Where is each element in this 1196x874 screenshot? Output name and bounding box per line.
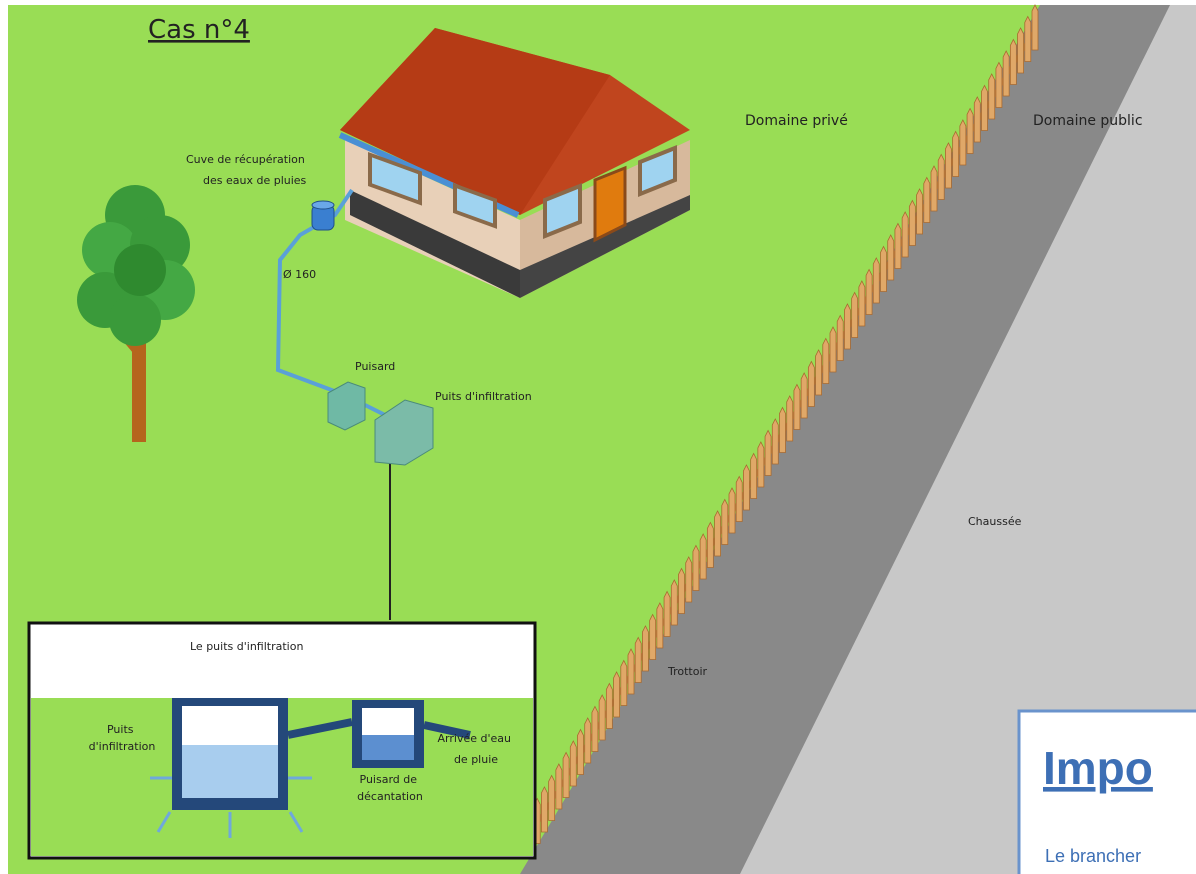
fence-picket (592, 707, 598, 752)
fence-picket (585, 718, 591, 763)
notice-heading: Impo (1043, 742, 1153, 794)
fence-picket (758, 442, 764, 487)
inset-well-line: Puits (107, 723, 134, 736)
fence-picket (635, 638, 641, 683)
fence-picket (679, 569, 685, 614)
fence-picket (953, 132, 959, 177)
fence-picket (787, 396, 793, 441)
fence-picket (1018, 28, 1024, 73)
tank-label-line: des eaux de pluies (203, 174, 307, 187)
fence-picket (823, 339, 829, 384)
fence-picket (743, 465, 749, 510)
fence-picket (578, 730, 584, 775)
fence-picket (664, 592, 670, 637)
pipe-label: Ø 160 (283, 268, 316, 281)
fence-picket (621, 661, 627, 706)
inset-sump-line: décantation (357, 790, 423, 803)
fence-picket (996, 63, 1002, 108)
fence-picket (570, 741, 576, 786)
fence-picket (938, 155, 944, 200)
fence-picket (866, 270, 872, 315)
notice-text: Le brancher (1045, 846, 1141, 866)
fence-picket (563, 753, 569, 798)
fence-picket (830, 327, 836, 372)
fence-picket (808, 362, 814, 407)
fence-picket (844, 304, 850, 349)
fence-picket (780, 408, 786, 453)
fence-picket (736, 477, 742, 522)
fence-picket (960, 120, 966, 165)
fence-picket (765, 431, 771, 476)
inset: Le puits d'infiltration Puits d'infiltra… (29, 623, 535, 858)
tank (312, 201, 334, 230)
inset-inlet-line: Arrivée d'eau (438, 732, 511, 745)
fence-picket (873, 258, 879, 303)
fence-picket (650, 615, 656, 660)
fence-picket (671, 580, 677, 625)
title: Cas n°4 (148, 15, 250, 45)
inset-title: Le puits d'infiltration (190, 640, 303, 653)
fence-picket (693, 546, 699, 591)
fence-picket (852, 293, 858, 338)
fence-picket (549, 776, 555, 821)
fence-picket (801, 373, 807, 418)
private-domain-label: Domaine privé (745, 113, 848, 129)
fence-picket (902, 212, 908, 257)
fence-picket (614, 672, 620, 717)
sump-label: Puisard (355, 360, 395, 373)
inset-well-line: d'infiltration (89, 740, 156, 753)
fence-picket (888, 235, 894, 280)
fence-picket (541, 787, 547, 832)
fence-picket (794, 385, 800, 430)
fence-picket (599, 695, 605, 740)
fence-picket (816, 350, 822, 395)
fence-picket (642, 626, 648, 671)
fence-picket (909, 201, 915, 246)
fence-picket (982, 86, 988, 131)
fence-picket (917, 189, 923, 234)
fence-picket (974, 97, 980, 142)
fence-picket (859, 281, 865, 326)
fence-picket (686, 557, 692, 602)
fence-picket (945, 143, 951, 188)
inset-inlet-line: de pluie (454, 753, 498, 766)
sidewalk-label: Trottoir (667, 665, 708, 678)
fence-picket (1025, 17, 1031, 62)
well-label: Puits d'infiltration (435, 390, 532, 403)
fence-picket (924, 178, 930, 223)
fence-picket (895, 224, 901, 269)
fence-picket (657, 603, 663, 648)
road-label: Chaussée (968, 515, 1022, 528)
fence-picket (729, 488, 735, 533)
fence-picket (715, 511, 721, 556)
fence-picket (1010, 40, 1016, 85)
illustration: Cas n°4 Cuve de (0, 0, 1196, 874)
fence-picket (628, 649, 634, 694)
fence-picket (989, 74, 995, 119)
fence-picket (881, 247, 887, 292)
tank-label-line: Cuve de récupération (186, 153, 305, 166)
fence-picket (751, 454, 757, 499)
fence-picket (700, 534, 706, 579)
fence-picket (931, 166, 937, 211)
notice: Impo Le brancher (1019, 711, 1196, 874)
fence-picket (1003, 51, 1009, 96)
inset-sump-line: Puisard de (360, 773, 418, 786)
page: { "header": {"title": "Cas n°4"}, "label… (0, 0, 1196, 874)
fence-picket (967, 109, 973, 154)
fence-picket (772, 419, 778, 464)
fence-picket (837, 316, 843, 361)
fence-picket (722, 500, 728, 545)
fence-picket (606, 684, 612, 729)
fence-picket (1032, 5, 1038, 50)
public-domain-label: Domaine public (1033, 113, 1143, 129)
fence-picket (556, 764, 562, 809)
fence-picket (707, 523, 713, 568)
